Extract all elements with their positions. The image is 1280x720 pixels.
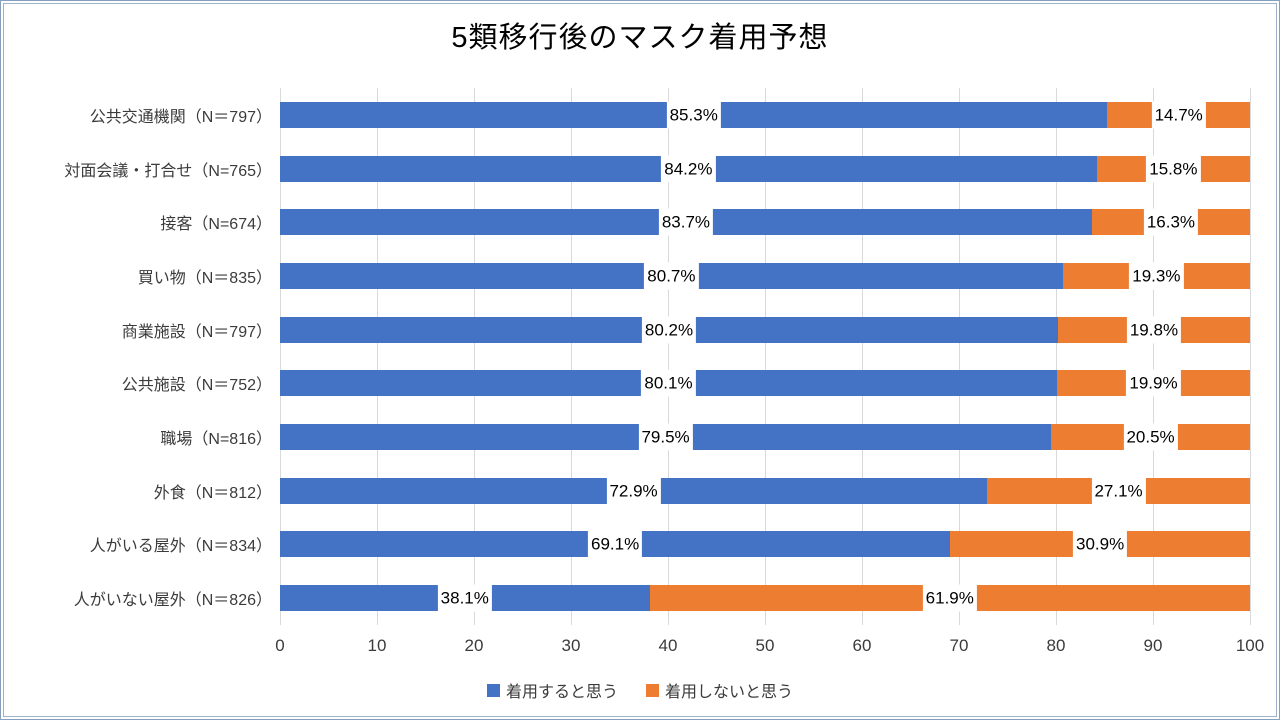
bar-track: 80.1% 19.9% (280, 369, 1250, 397)
bar-row: 84.2% 15.8% (280, 142, 1250, 196)
bar-track: 83.7% 16.3% (280, 208, 1250, 236)
bar-track: 80.7% 19.3% (280, 262, 1250, 290)
bar-segment-not-wear[interactable]: 27.1% (987, 477, 1250, 505)
bar-segment-not-wear[interactable]: 19.8% (1057, 316, 1250, 344)
bar-row: 80.2% 19.8% (280, 303, 1250, 357)
bar-segment-wear[interactable]: 79.5% (280, 423, 1052, 451)
bar-segment-not-wear[interactable]: 20.5% (1051, 423, 1250, 451)
x-axis-tick: 90 (1143, 636, 1163, 655)
x-axis-tick: 100 (1235, 636, 1265, 655)
category-label: 買い物（N＝835） (137, 269, 272, 287)
x-axis-tick: 40 (658, 636, 678, 655)
x-axis-tick: 30 (561, 636, 581, 655)
bar-row: 80.7% 19.3% (280, 249, 1250, 303)
bar-segment-wear[interactable]: 80.1% (280, 369, 1057, 397)
bar-row: 85.3% 14.7% (280, 88, 1250, 142)
legend-item-not-wear[interactable]: 着用しないと思う (646, 678, 793, 702)
category-label: 公共施設（N＝752） (121, 377, 272, 395)
bar-segment-not-wear[interactable]: 19.9% (1056, 369, 1250, 397)
legend-label-wear: 着用すると思う (505, 684, 618, 701)
bar-segment-wear[interactable]: 69.1% (280, 530, 951, 558)
category-label: 人がいる屋外（N＝834） (89, 538, 272, 556)
bar-track: 85.3% 14.7% (280, 101, 1250, 129)
x-axis-tick: 60 (852, 636, 872, 655)
data-label-wear: 79.5% (638, 423, 693, 451)
bar-segment-not-wear[interactable]: 30.9% (950, 530, 1250, 558)
data-label-wear: 84.2% (661, 155, 716, 183)
bar-track: 79.5% 20.5% (280, 423, 1250, 451)
legend-item-wear[interactable]: 着用すると思う (486, 678, 618, 702)
category-label: 商業施設（N＝797） (121, 323, 272, 341)
data-label-wear: 83.7% (658, 208, 714, 236)
x-axis-tick: 70 (949, 636, 969, 655)
data-label-not-wear: 14.7% (1151, 101, 1206, 129)
bar-segment-wear[interactable]: 85.3% (280, 101, 1108, 129)
data-label-wear: 69.1% (588, 530, 643, 558)
data-label-wear: 72.9% (606, 477, 661, 505)
bar-segment-wear[interactable]: 72.9% (280, 477, 988, 505)
data-label-not-wear: 30.9% (1073, 530, 1128, 558)
bar-segment-not-wear[interactable]: 15.8% (1096, 155, 1250, 183)
bar-segment-wear[interactable]: 80.7% (280, 262, 1063, 290)
data-label-not-wear: 15.8% (1146, 155, 1201, 183)
data-label-not-wear: 20.5% (1123, 423, 1178, 451)
x-axis-tick: 10 (367, 636, 387, 655)
plot-area: 85.3% 14.7% 84.2% 15.8% 83.7% 16.3% 80.7… (280, 88, 1251, 625)
bar-track: 80.2% 19.8% (280, 316, 1250, 344)
x-axis-tick: 0 (275, 636, 285, 655)
legend-label-not-wear: 着用しないと思う (665, 684, 794, 701)
bar-track: 38.1% 61.9% (280, 584, 1250, 612)
bar-row: 79.5% 20.5% (280, 410, 1250, 464)
bar-segment-wear[interactable]: 83.7% (280, 208, 1092, 236)
bar-track: 72.9% 27.1% (280, 477, 1250, 505)
x-axis-tick: 80 (1046, 636, 1066, 655)
legend-swatch-not-wear (646, 683, 659, 697)
category-label: 外食（N＝812） (153, 484, 272, 502)
bar-track: 69.1% 30.9% (280, 530, 1250, 558)
bar-row: 80.1% 19.9% (280, 357, 1250, 411)
data-label-not-wear: 19.9% (1126, 369, 1181, 397)
bar-segment-wear[interactable]: 84.2% (280, 155, 1097, 183)
bar-row: 69.1% 30.9% (280, 518, 1250, 572)
bar-segment-not-wear[interactable]: 14.7% (1107, 101, 1250, 129)
category-label: 接客（N=674） (160, 216, 272, 234)
bar-row: 38.1% 61.9% (280, 571, 1250, 625)
legend-swatch-wear (486, 683, 500, 697)
bar-segment-wear[interactable]: 38.1% (280, 584, 650, 612)
data-label-wear: 80.1% (641, 369, 696, 397)
bar-row: 83.7% 16.3% (280, 195, 1250, 249)
data-label-not-wear: 16.3% (1143, 208, 1199, 236)
data-label-not-wear: 27.1% (1091, 477, 1146, 505)
data-label-not-wear: 19.3% (1129, 262, 1184, 290)
data-label-wear: 80.7% (644, 262, 699, 290)
bar-row: 72.9% 27.1% (280, 464, 1250, 518)
x-axis-tick: 50 (755, 636, 775, 655)
chart-title: 5類移行後のマスク着用予想 (451, 22, 829, 54)
bar-segment-wear[interactable]: 80.2% (280, 316, 1058, 344)
data-label-not-wear: 61.9% (922, 584, 977, 612)
bar-segment-not-wear[interactable]: 16.3% (1091, 208, 1250, 236)
bar-segment-not-wear[interactable]: 61.9% (649, 584, 1250, 612)
data-label-wear: 80.2% (641, 316, 697, 344)
bar-track: 84.2% 15.8% (280, 155, 1250, 183)
category-label: 対面会議・打合せ（N=765） (64, 162, 272, 180)
category-label: 人がいない屋外（N＝826） (73, 592, 272, 610)
data-label-wear: 38.1% (437, 584, 492, 612)
data-label-wear: 85.3% (666, 101, 721, 129)
data-label-not-wear: 19.8% (1126, 316, 1182, 344)
x-axis-tick: 20 (464, 636, 484, 655)
bar-segment-not-wear[interactable]: 19.3% (1062, 262, 1250, 290)
category-axis: 公共交通機関（N＝797） 対面会議・打合せ（N=765） 接客（N=674） … (12, 88, 272, 625)
category-label: 職場（N=816） (160, 431, 272, 449)
category-label: 公共交通機関（N＝797） (89, 108, 272, 126)
x-axis: 0 10 20 30 40 50 60 70 80 90 100 (275, 636, 1264, 660)
legend: 着用すると思う 着用しないと思う (0, 677, 1280, 703)
